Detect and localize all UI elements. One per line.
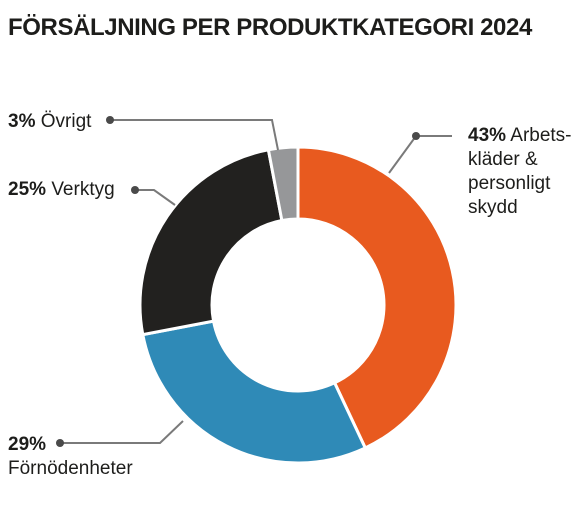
leader-ovrigt bbox=[110, 119, 279, 151]
pct-arbetsklader: 43% bbox=[468, 125, 507, 146]
name-arbetsklader-line3: personligt bbox=[468, 173, 551, 194]
leader-arbetsklader bbox=[388, 135, 452, 174]
label-fornodenheter: 29% Förnödenheter bbox=[8, 433, 133, 481]
slice-arbetsklader bbox=[296, 145, 458, 450]
label-verktyg: 25% Verktyg bbox=[8, 178, 115, 202]
leader-verktyg bbox=[135, 189, 176, 206]
chart-title: FÖRSÄLJNING PER PRODUKTKATEGORI 2024 bbox=[8, 14, 532, 41]
name-arbetsklader-line1: Arbets- bbox=[510, 125, 572, 146]
label-ovrigt: 3% Övrigt bbox=[8, 110, 91, 134]
leader-fornodenheter bbox=[60, 420, 184, 444]
leader-ovrigt-dot bbox=[106, 116, 114, 124]
name-ovrigt: Övrigt bbox=[40, 111, 92, 132]
leader-fornodenheter-dot bbox=[56, 439, 64, 447]
label-arbetsklader: 43% Arbets- kläder & personligt skydd bbox=[468, 124, 572, 220]
slice-fornodenheter bbox=[141, 319, 368, 465]
pct-fornodenheter: 29% bbox=[8, 434, 47, 455]
leader-verktyg-dot bbox=[131, 186, 139, 194]
name-fornodenheter: Förnödenheter bbox=[8, 458, 133, 479]
slice-verktyg bbox=[138, 148, 284, 337]
pct-verktyg: 25% bbox=[8, 179, 47, 200]
name-verktyg: Verktyg bbox=[51, 179, 115, 200]
leader-arbetsklader-dot bbox=[412, 132, 420, 140]
name-arbetsklader-line2: kläder & bbox=[468, 149, 538, 170]
name-arbetsklader-line4: skydd bbox=[468, 197, 518, 218]
pct-ovrigt: 3% bbox=[8, 111, 36, 132]
